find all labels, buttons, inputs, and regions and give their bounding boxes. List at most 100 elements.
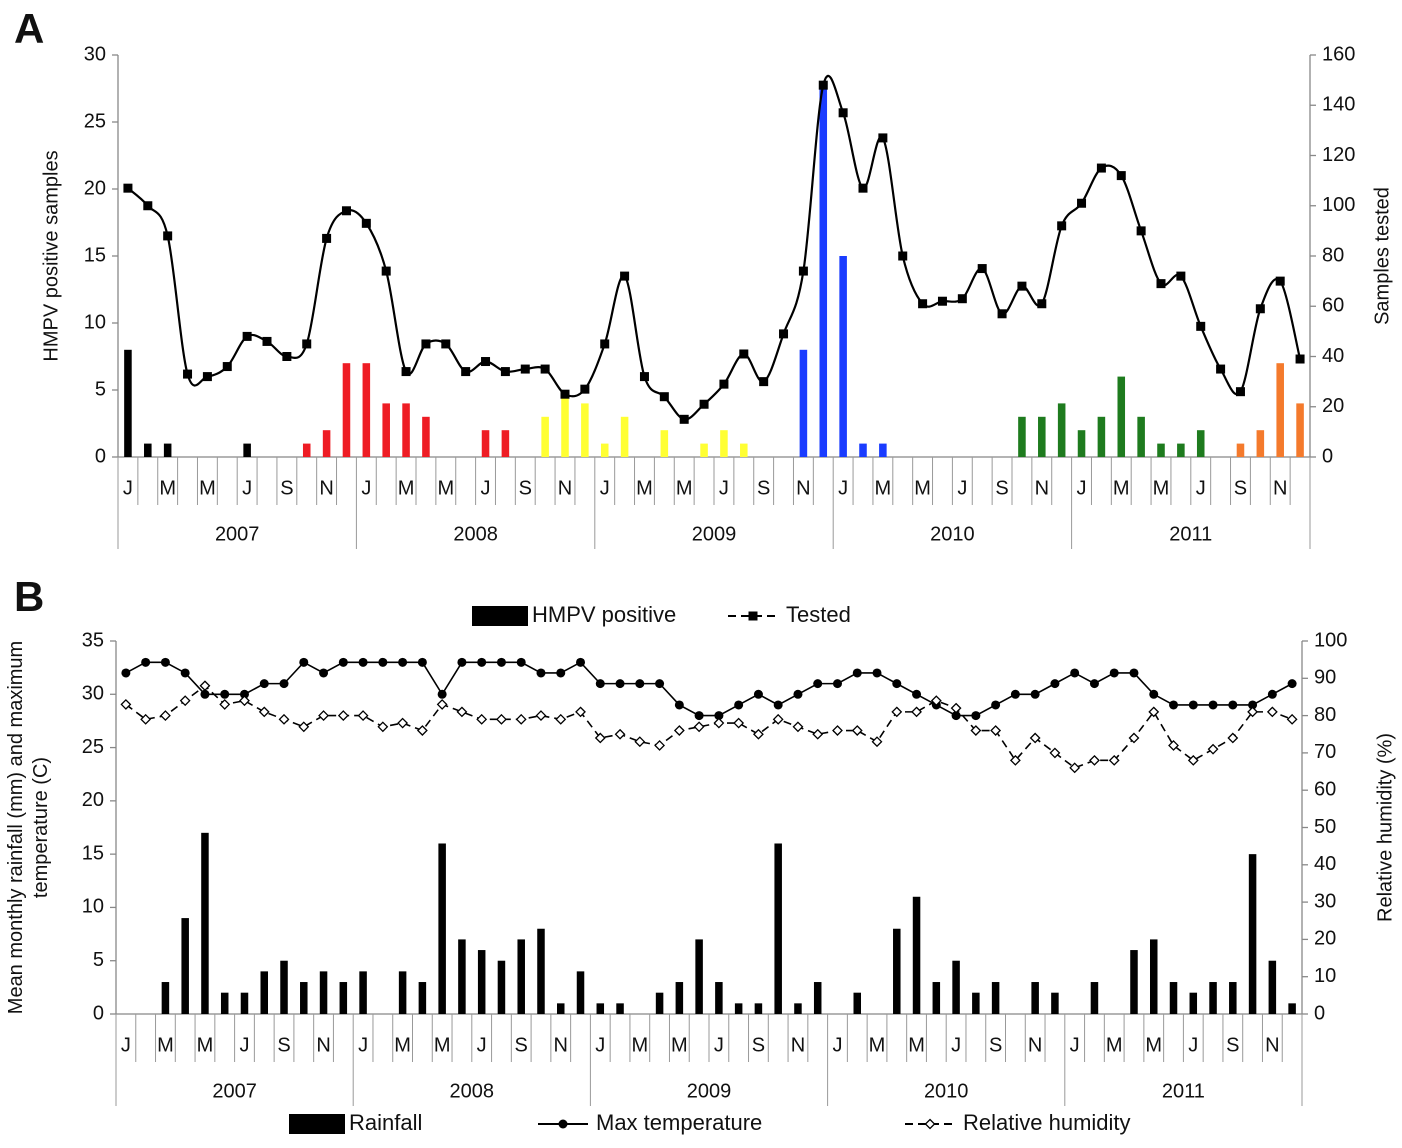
bar — [280, 960, 288, 1014]
bar — [1248, 854, 1257, 1014]
bar — [1296, 403, 1304, 457]
marker — [1228, 700, 1238, 710]
marker — [1029, 732, 1041, 744]
marker — [120, 698, 132, 710]
bar — [418, 982, 427, 1014]
bar — [382, 403, 390, 457]
x-tick-label: S — [280, 477, 293, 499]
marker — [1109, 668, 1119, 678]
marker — [397, 717, 409, 729]
x-tick-label: J — [121, 1034, 131, 1056]
bar — [438, 843, 446, 1014]
y2-tick-label: 0 — [1314, 1002, 1325, 1024]
bar — [1196, 430, 1205, 457]
bar — [201, 832, 209, 1014]
marker — [779, 329, 789, 339]
x-tick-label: M — [875, 477, 892, 499]
bar — [359, 971, 367, 1014]
marker — [1129, 668, 1139, 678]
x-tick-label: M — [869, 1034, 886, 1056]
x-tick-label: N — [796, 477, 810, 499]
bar — [1077, 430, 1086, 457]
marker — [793, 689, 803, 699]
x-tick-label: S — [989, 1034, 1002, 1056]
marker — [337, 710, 349, 722]
bar — [319, 971, 328, 1014]
bar — [497, 960, 506, 1014]
bar — [1177, 443, 1185, 457]
marker — [481, 357, 491, 367]
bar — [1236, 443, 1245, 457]
marker — [673, 725, 685, 736]
bar — [1137, 416, 1145, 457]
marker — [734, 700, 744, 710]
bar — [517, 939, 525, 1014]
marker — [950, 702, 962, 714]
bar — [1130, 950, 1138, 1014]
marker — [1176, 271, 1186, 281]
bar — [163, 443, 172, 457]
marker — [421, 339, 431, 349]
x-tick-label: J — [239, 1034, 249, 1056]
x-tick-label: M — [199, 477, 216, 499]
marker — [282, 352, 292, 361]
year-label: 2007 — [212, 1080, 257, 1102]
marker — [694, 711, 704, 721]
marker — [635, 679, 645, 689]
marker — [200, 689, 210, 699]
bar — [675, 982, 684, 1014]
marker — [496, 657, 506, 667]
marker — [1089, 754, 1100, 766]
x-tick-label: M — [394, 1034, 411, 1056]
marker — [1049, 747, 1061, 759]
year-label: 2007 — [215, 523, 260, 545]
marker — [733, 717, 745, 729]
bar — [501, 430, 510, 457]
bar — [1256, 430, 1265, 457]
marker — [338, 657, 348, 667]
legend-swatch — [472, 606, 528, 626]
marker — [278, 713, 290, 725]
marker — [798, 266, 808, 276]
marker — [748, 611, 758, 621]
marker — [1069, 762, 1081, 774]
marker — [318, 710, 329, 722]
bar — [181, 918, 189, 1014]
x-tick-label: J — [838, 477, 848, 499]
marker — [1295, 354, 1305, 364]
marker — [620, 271, 630, 281]
bar — [477, 950, 486, 1014]
marker — [1096, 163, 1106, 173]
x-tick-label: J — [595, 1034, 605, 1056]
year-label: 2010 — [930, 523, 975, 545]
marker — [262, 336, 272, 346]
marker — [615, 679, 625, 689]
x-tick-label: S — [515, 1034, 528, 1056]
marker — [1208, 700, 1218, 710]
x-tick-label: N — [1035, 477, 1049, 499]
marker — [891, 706, 903, 718]
marker — [417, 657, 427, 667]
bar — [972, 992, 980, 1014]
bar — [715, 982, 723, 1014]
x-tick-label: J — [242, 477, 252, 499]
marker — [1188, 700, 1198, 710]
marker — [832, 725, 843, 736]
y-tick-label: 20 — [82, 789, 104, 811]
bar — [300, 982, 308, 1014]
marker — [437, 689, 447, 699]
y-tick-label: 10 — [82, 896, 104, 918]
marker — [878, 133, 888, 143]
marker — [1030, 689, 1040, 699]
marker — [1266, 706, 1278, 718]
marker — [594, 732, 606, 744]
x-tick-label: J — [714, 1034, 724, 1056]
marker — [991, 700, 1001, 710]
marker — [575, 706, 586, 718]
x-tick-label: S — [1226, 1034, 1239, 1056]
bar — [774, 843, 782, 1014]
x-tick-label: J — [361, 477, 371, 499]
marker — [1089, 679, 1099, 689]
